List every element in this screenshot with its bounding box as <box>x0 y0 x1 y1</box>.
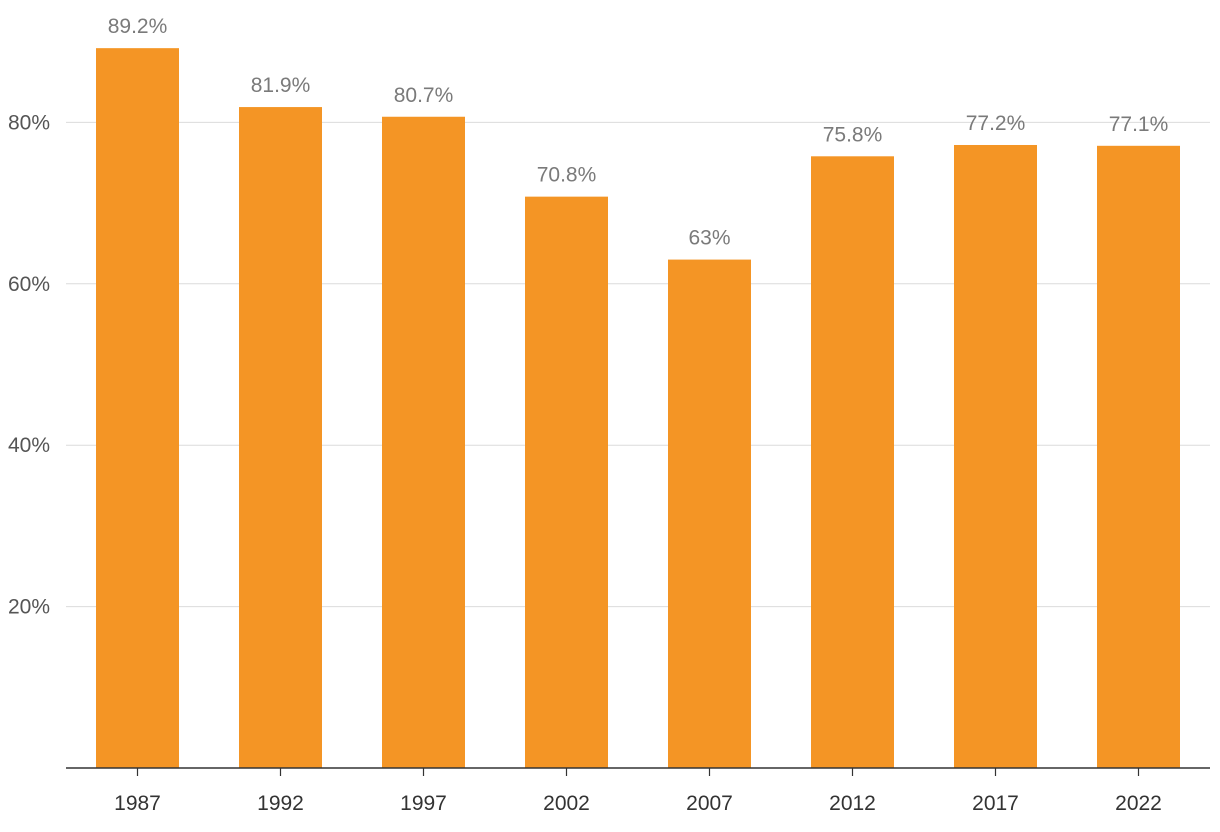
gridlines <box>66 121 1210 608</box>
y-tick-label: 40% <box>8 434 50 457</box>
x-tick-label: 2017 <box>972 792 1019 815</box>
x-tick-label: 1997 <box>400 792 447 815</box>
data-label: 75.8% <box>823 123 883 146</box>
data-label: 77.1% <box>1109 113 1169 136</box>
x-tick-label: 2007 <box>686 792 733 815</box>
x-tick-label: 2022 <box>1115 792 1162 815</box>
x-axis-ticks: 1987 1992 1997 2002 2007 2012 2017 2022 <box>114 768 1162 815</box>
data-label: 70.8% <box>537 164 597 187</box>
bar-2007 <box>668 259 751 768</box>
y-tick-label: 20% <box>8 596 50 619</box>
data-label: 81.9% <box>251 74 311 97</box>
bar-2012 <box>811 156 894 768</box>
bar-1992 <box>239 107 322 768</box>
y-axis-ticks: 20% 40% 60% 80% <box>8 111 50 618</box>
bar-1987 <box>96 48 179 768</box>
x-tick-label: 1987 <box>114 792 161 815</box>
data-labels: 89.2% 81.9% 80.7% 70.8% 63% 75.8% 77.2% 77.1% <box>108 15 1169 249</box>
bar-2017 <box>954 144 1037 769</box>
bar-2002 <box>525 196 608 769</box>
y-tick-label: 60% <box>8 273 50 296</box>
data-label: 89.2% <box>108 15 168 38</box>
x-tick-label: 1992 <box>257 792 304 815</box>
x-tick-label: 2012 <box>829 792 876 815</box>
bar-1997 <box>382 116 465 769</box>
y-tick-label: 80% <box>8 111 50 134</box>
data-label: 63% <box>688 227 730 250</box>
bars <box>96 48 1180 769</box>
data-label: 80.7% <box>394 84 454 107</box>
data-label: 77.2% <box>966 112 1026 135</box>
x-tick-label: 2002 <box>543 792 590 815</box>
bar-2022 <box>1097 145 1180 769</box>
